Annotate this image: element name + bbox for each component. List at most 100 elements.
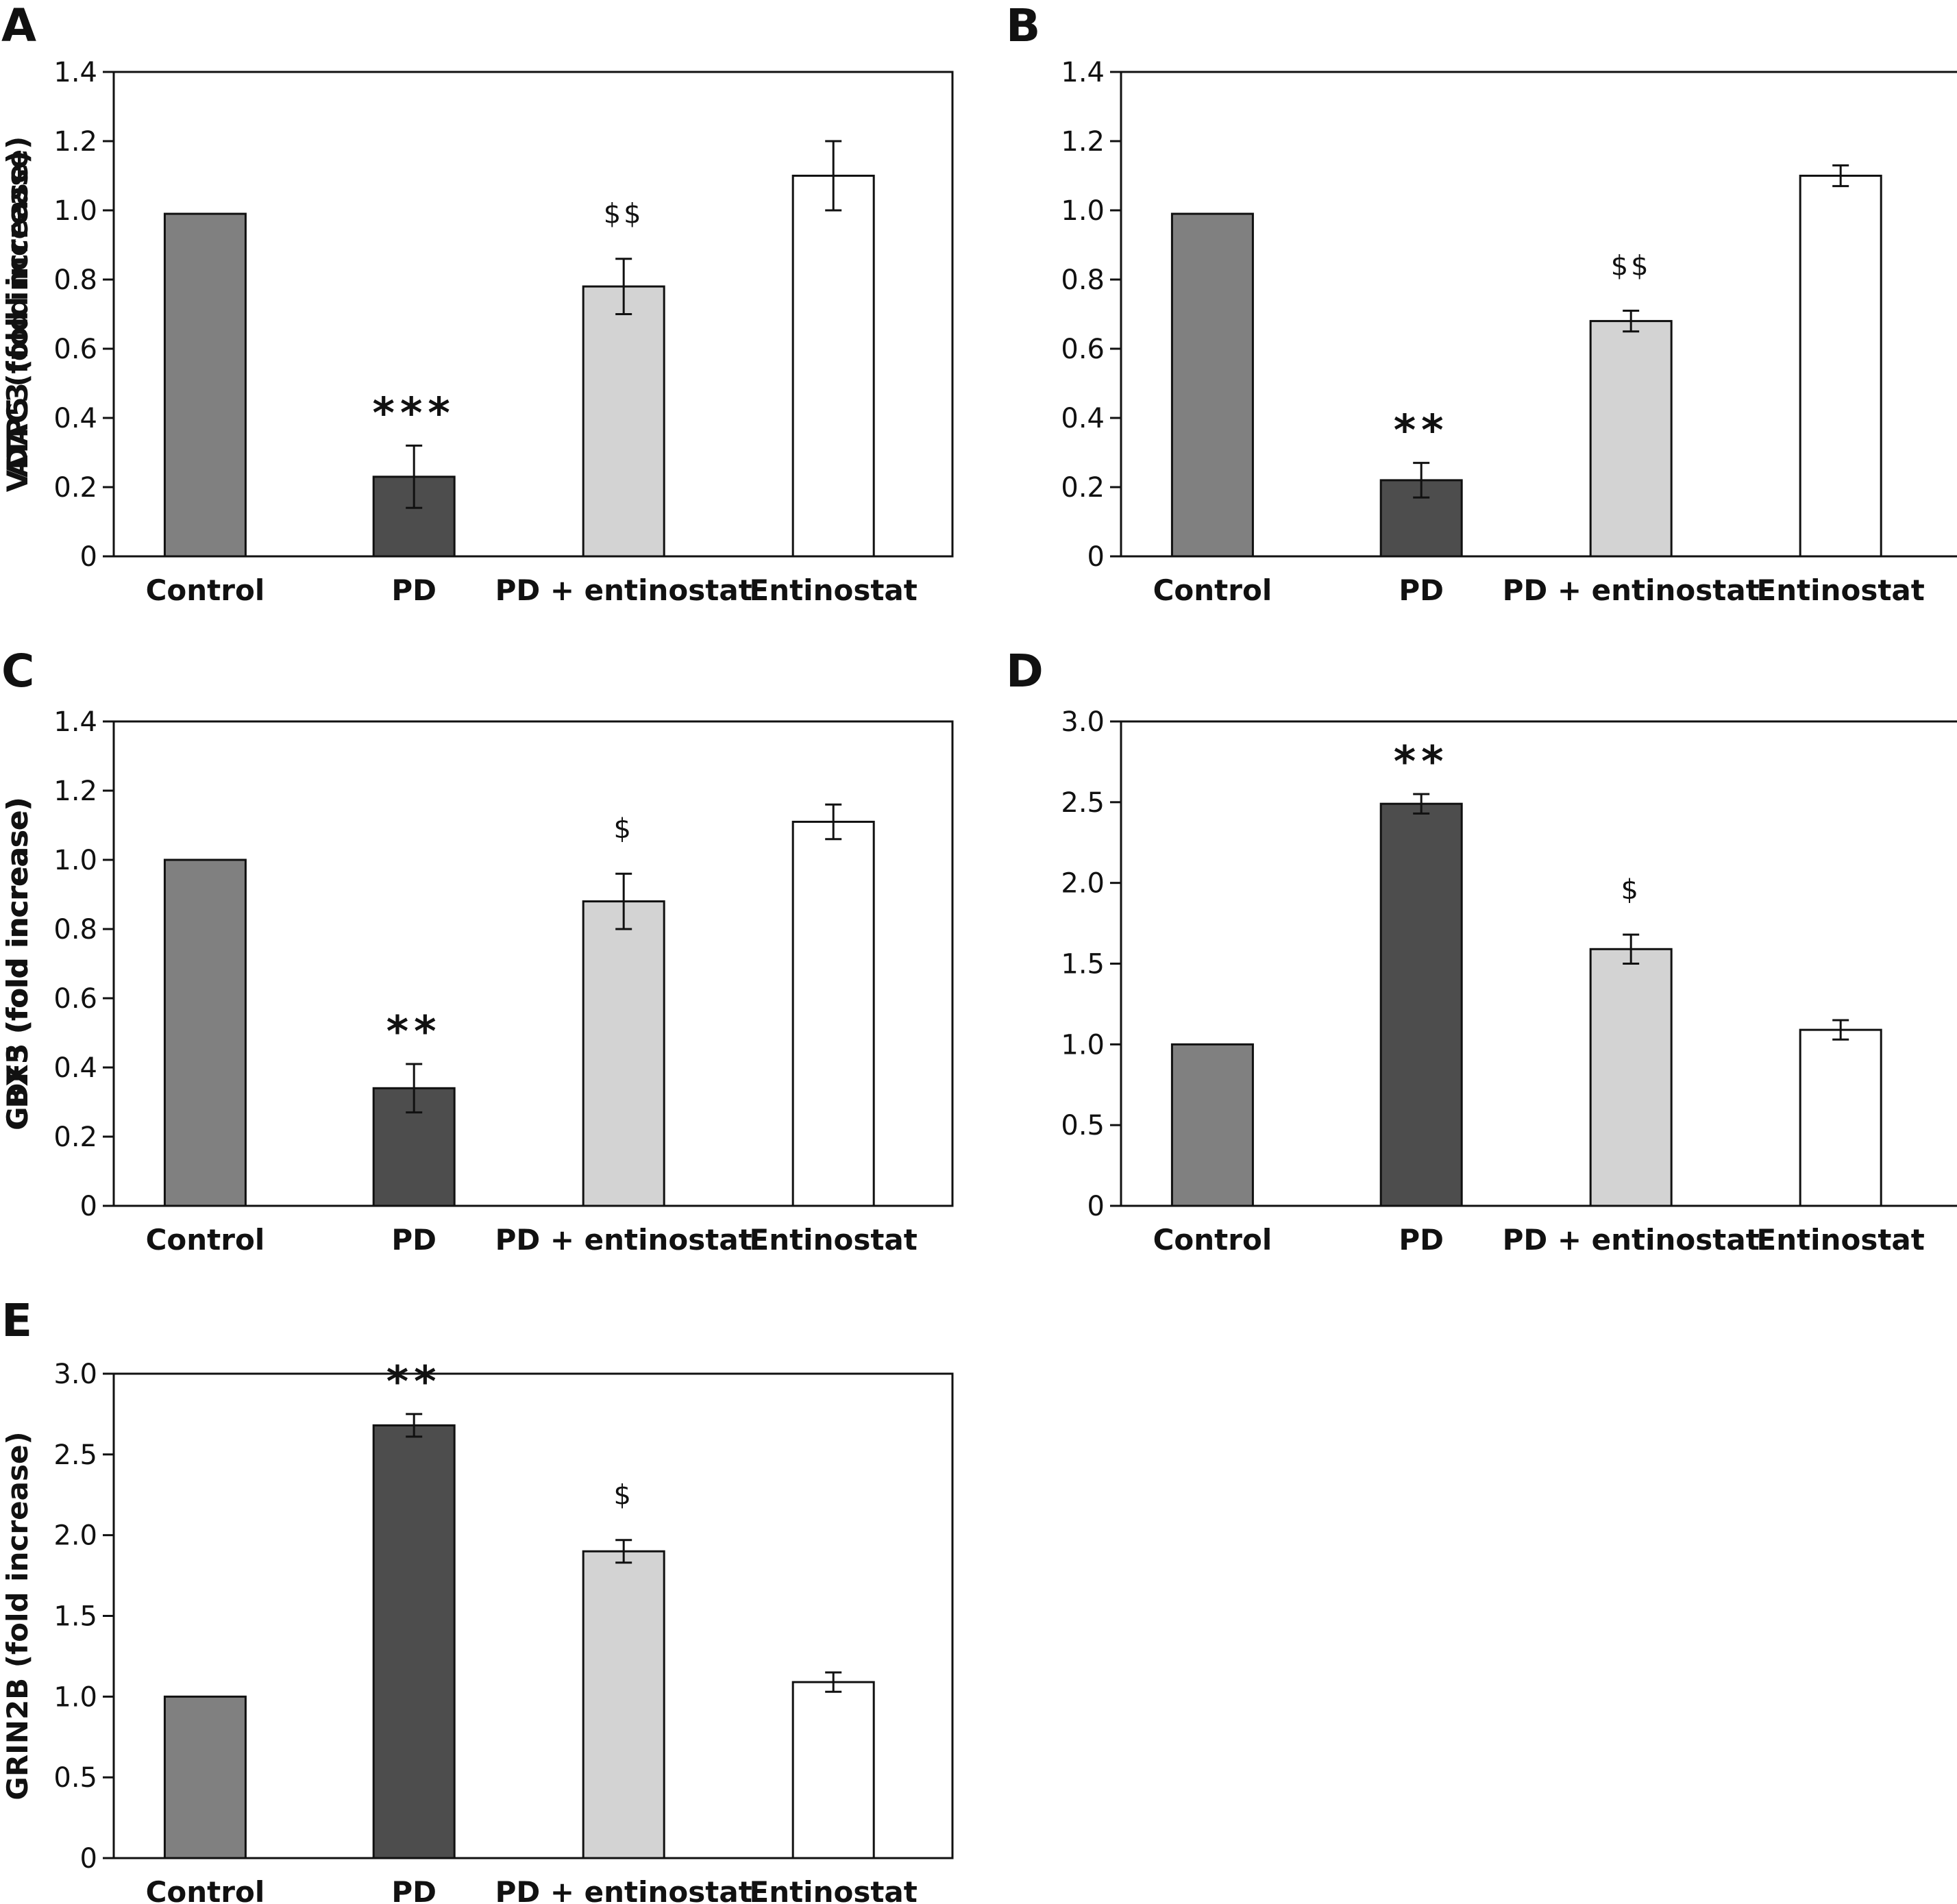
y-tick-label: 2.0 bbox=[53, 1520, 97, 1552]
bar bbox=[163, 1695, 247, 1859]
bar bbox=[582, 900, 665, 1207]
y-tick-label: 0 bbox=[80, 541, 97, 573]
y-tick-label: 2.0 bbox=[1061, 868, 1105, 900]
y-tick-label: 0.8 bbox=[1061, 264, 1105, 296]
y-tick-label: 0.6 bbox=[1061, 334, 1105, 365]
y-tick-label: 1.0 bbox=[53, 845, 97, 876]
y-tick-label: 0 bbox=[1087, 1191, 1105, 1222]
y-tick-label: 1.0 bbox=[1061, 195, 1105, 227]
category-label: Entinostat bbox=[750, 1875, 918, 1904]
y-tick-label: 0.8 bbox=[53, 264, 97, 296]
y-tick-label: 0.5 bbox=[1061, 1110, 1105, 1141]
category-label: Control bbox=[146, 573, 265, 607]
category-label: PD bbox=[391, 1223, 436, 1257]
panel-letter: C bbox=[1, 645, 34, 697]
significance-mark: $ bbox=[613, 1480, 633, 1511]
bar bbox=[1379, 802, 1463, 1207]
category-label: Control bbox=[1153, 1223, 1272, 1257]
chart-panel-a: A 0 0.2 0.4 0.6 0.8 1.0 1.2 1.4 ATP5 (fold increa… bbox=[1, 0, 954, 607]
panel-letter: E bbox=[1, 1294, 32, 1347]
panel-letter: A bbox=[1, 0, 36, 52]
y-axis-label: GRIN2B (fold increase) bbox=[1, 1431, 34, 1800]
y-axis-label: ATP5 (fold increase) bbox=[1, 151, 34, 478]
category-label: PD bbox=[1399, 1223, 1444, 1257]
y-tick-label: 1.2 bbox=[53, 776, 97, 807]
category-label: Control bbox=[1153, 573, 1272, 607]
y-tick-label: 0.2 bbox=[1061, 472, 1105, 504]
significance-mark: *** bbox=[373, 388, 456, 438]
significance-mark: ** bbox=[386, 1006, 442, 1056]
y-tick-label: 0 bbox=[80, 1843, 97, 1875]
y-tick-label: 1.0 bbox=[53, 195, 97, 227]
y-tick-label: 1.2 bbox=[1061, 126, 1105, 158]
panel-letter: B bbox=[1006, 0, 1040, 52]
category-label: Control bbox=[146, 1223, 265, 1257]
category-label: Entinostat bbox=[1757, 1223, 1925, 1257]
panel-letter: D bbox=[1006, 645, 1044, 697]
significance-mark: $ bbox=[613, 813, 633, 845]
y-axis-label: VDAC3 (fold increase) bbox=[1, 136, 34, 492]
y-tick-label: 0.4 bbox=[53, 1052, 97, 1084]
y-tick-label: 0 bbox=[80, 1191, 97, 1222]
y-tick-label: 0.8 bbox=[53, 914, 97, 945]
category-label: PD + entinostat bbox=[495, 573, 752, 607]
y-axis-label: GDF3 (fold increase) bbox=[1, 797, 34, 1130]
y-tick-label: 0.4 bbox=[1061, 403, 1105, 434]
significance-mark: ** bbox=[386, 1357, 442, 1407]
y-tick-label: 1.2 bbox=[53, 126, 97, 158]
bar bbox=[1379, 479, 1463, 558]
bar bbox=[791, 1681, 875, 1859]
y-tick-label: 1.4 bbox=[53, 706, 97, 738]
bar bbox=[582, 1550, 665, 1859]
significance-mark: $ bbox=[1621, 874, 1640, 906]
chart-panel-b: B 0 0.2 0.4 0.6 0.8 1.0 1.2 1.4 VDAC3 (fold incre… bbox=[1, 0, 1957, 607]
bar bbox=[1170, 1043, 1254, 1207]
y-tick-label: 3.0 bbox=[1061, 706, 1105, 738]
category-label: Entinostat bbox=[1757, 573, 1925, 607]
y-tick-label: 2.5 bbox=[53, 1439, 97, 1471]
category-label: Entinostat bbox=[750, 573, 918, 607]
category-label: PD bbox=[391, 573, 436, 607]
category-label: PD bbox=[391, 1875, 436, 1904]
significance-mark: ** bbox=[1394, 406, 1449, 456]
bar bbox=[1799, 1028, 1882, 1207]
bar bbox=[1170, 212, 1254, 558]
chart-panel-d: D 0 0.5 1.0 1.5 2.0 2.5 3.0 GDF3 (fold increase)… bbox=[1, 645, 1957, 1257]
y-tick-label: 0.2 bbox=[53, 472, 97, 504]
category-label: Entinostat bbox=[750, 1223, 918, 1257]
significance-mark: ** bbox=[1394, 737, 1449, 787]
y-tick-label: 1.4 bbox=[1061, 57, 1105, 88]
significance-mark: $$ bbox=[1611, 250, 1651, 282]
y-tick-label: 0.5 bbox=[53, 1762, 97, 1794]
bar bbox=[163, 212, 247, 558]
bar bbox=[163, 858, 247, 1207]
y-tick-label: 1.0 bbox=[1061, 1029, 1105, 1061]
y-tick-label: 0.6 bbox=[53, 983, 97, 1015]
y-tick-label: 0.6 bbox=[53, 334, 97, 365]
y-tick-label: 1.5 bbox=[1061, 949, 1105, 980]
bar bbox=[1799, 175, 1882, 558]
chart-panel-c: C 0 0.2 0.4 0.6 0.8 1.0 1.2 1.4 CBX5 (fold increa… bbox=[1, 645, 954, 1257]
category-label: PD + entinostat bbox=[495, 1223, 752, 1257]
y-tick-label: 0.2 bbox=[53, 1122, 97, 1153]
y-tick-label: 0.4 bbox=[53, 403, 97, 434]
plot-frame bbox=[112, 71, 954, 558]
bar bbox=[582, 285, 665, 558]
y-tick-label: 3.0 bbox=[53, 1359, 97, 1390]
category-label: PD + entinostat bbox=[1503, 1223, 1760, 1257]
plot-frame bbox=[112, 720, 954, 1207]
category-label: PD bbox=[1399, 573, 1444, 607]
bar bbox=[1589, 320, 1673, 558]
bar bbox=[791, 820, 875, 1207]
category-label: PD + entinostat bbox=[1503, 573, 1760, 607]
bar bbox=[372, 1424, 456, 1859]
y-tick-label: 1.0 bbox=[53, 1681, 97, 1713]
y-axis-label: CBX5 (fold increase) bbox=[1, 798, 34, 1130]
plot-frame bbox=[1120, 71, 1957, 558]
bar bbox=[1589, 948, 1673, 1207]
category-label: PD + entinostat bbox=[495, 1875, 752, 1904]
category-label: Control bbox=[146, 1875, 265, 1904]
y-tick-label: 0 bbox=[1087, 541, 1105, 573]
significance-mark: $$ bbox=[604, 199, 644, 230]
